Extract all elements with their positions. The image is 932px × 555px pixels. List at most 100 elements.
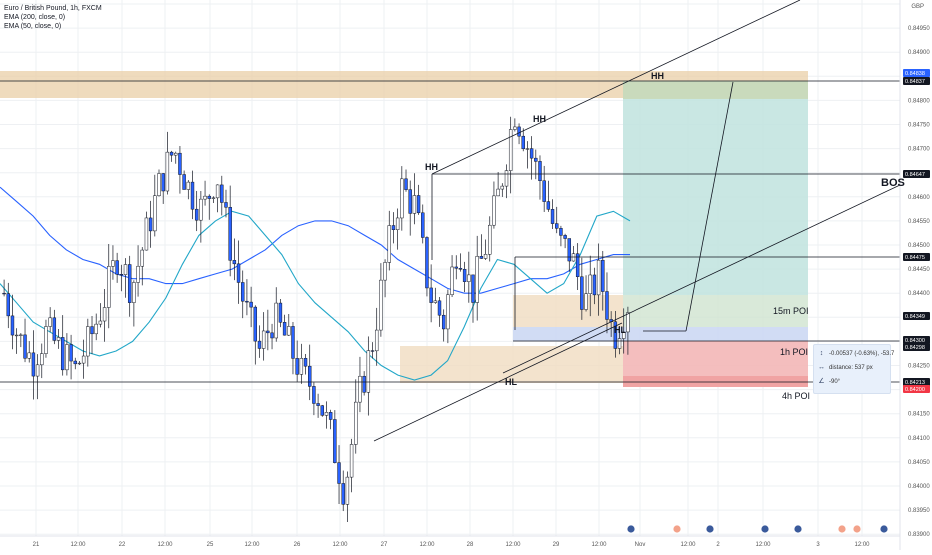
y-tick-label: 0.84400 — [908, 291, 930, 297]
candle-body — [333, 419, 337, 463]
candle-body — [190, 181, 195, 210]
candle-body — [450, 266, 454, 295]
ema50-line — [0, 210, 631, 381]
measure-change-row: ↕ -0.00537 (-0.63%), -53.7 — [818, 350, 895, 357]
candle-body — [529, 148, 534, 159]
x-tick-label: 12:00 — [680, 542, 696, 548]
x-tick-label: 12:00 — [591, 542, 607, 548]
candle-body — [488, 224, 492, 255]
candle-body — [140, 249, 144, 267]
candle-body — [429, 287, 433, 303]
candle-body — [345, 476, 350, 505]
y-tick-label: 0.84450 — [908, 267, 930, 273]
label-poi-15m: 15m POI — [773, 306, 809, 316]
event-icon — [626, 524, 636, 534]
candle-body — [35, 364, 40, 377]
price-tag-bg — [903, 343, 930, 351]
candle-body — [56, 337, 61, 341]
candle-body — [575, 253, 580, 278]
candle-body — [270, 332, 274, 339]
candle-body — [266, 330, 270, 334]
candle-body — [6, 293, 10, 317]
candle-body — [563, 235, 567, 239]
legend-ema50: EMA (50, close, 0) — [4, 23, 62, 30]
price-tag-text: 0.84200 — [905, 387, 925, 393]
candle-body — [295, 358, 299, 375]
x-tick-label: 21 — [33, 542, 40, 548]
price-tag-text: 0.84838 — [905, 71, 925, 77]
candle-body — [215, 184, 220, 199]
candle-body — [358, 375, 362, 403]
legend-symbol: Euro / British Pound, 1h, FXCM — [4, 5, 102, 12]
height-icon: ↕ — [819, 350, 824, 357]
candle-body — [220, 184, 224, 203]
label-hl-right: HL — [614, 325, 626, 335]
price-tag-bg — [903, 336, 930, 344]
candle-body — [199, 198, 203, 221]
candle-body — [27, 352, 31, 359]
candle-body — [207, 195, 211, 199]
price-tag-bg — [903, 312, 930, 320]
candle-body — [249, 301, 253, 308]
price-tag-text: 0.84837 — [905, 79, 925, 85]
x-tick-label: 22 — [119, 542, 126, 548]
y-tick-label: 0.84950 — [908, 26, 930, 32]
candle-body — [437, 300, 442, 316]
candle-body — [98, 320, 103, 325]
currency-label: GBP — [911, 4, 924, 10]
candle-body — [555, 223, 559, 229]
candle-body — [433, 300, 438, 303]
candle-body — [496, 188, 500, 197]
poi-4h-band — [623, 376, 808, 387]
candle-body — [383, 262, 387, 281]
candle-body — [19, 334, 23, 336]
blue-zone — [513, 327, 808, 341]
price-tag-text: 0.84647 — [905, 172, 925, 178]
candle-body — [550, 209, 555, 224]
candle-body — [211, 197, 216, 199]
y-tick-label: 0.84500 — [908, 243, 930, 249]
label-poi-4h: 4h POI — [782, 391, 810, 401]
candle-body — [48, 317, 52, 327]
swing-line — [373, 322, 623, 442]
measure-tooltip: ↕ -0.00537 (-0.63%), -53.7 ↔ distance: 5… — [813, 344, 895, 394]
candle-body — [136, 265, 140, 283]
y-tick-label: 0.83900 — [908, 532, 930, 538]
candle-body — [508, 129, 513, 171]
price-tag-text: 0.84349 — [905, 314, 925, 320]
candle-body — [123, 264, 128, 275]
poi-1h-zone — [400, 346, 623, 383]
candle-body — [408, 189, 412, 214]
candle-body — [525, 148, 530, 150]
ema200-line — [0, 186, 630, 294]
candle-body — [132, 282, 136, 303]
candle-body — [245, 300, 249, 303]
candle-body — [341, 483, 345, 505]
candle-body — [65, 344, 69, 371]
candle-body — [44, 326, 48, 354]
candle-body — [115, 260, 119, 275]
candle-body — [601, 259, 605, 292]
candle-body — [107, 266, 111, 308]
candle-body — [299, 358, 304, 375]
candle-body — [194, 208, 199, 221]
candle-body — [454, 266, 458, 269]
candle-body — [153, 195, 157, 232]
event-icon — [852, 524, 862, 534]
candle-body — [379, 279, 383, 331]
y-tick-label: 0.84250 — [908, 364, 930, 370]
x-tick-label: 12:00 — [244, 542, 260, 548]
label-bos: BOS — [881, 177, 905, 189]
price-tag-bg — [903, 253, 930, 261]
candle-body — [622, 331, 626, 339]
label-hh-top: HH — [651, 71, 664, 81]
candle-body — [157, 173, 161, 196]
candle-body — [165, 151, 170, 192]
candle-body — [613, 321, 618, 349]
candle-body — [282, 322, 287, 336]
candle-body — [538, 161, 542, 181]
candle-body — [446, 294, 450, 330]
candle-body — [224, 202, 228, 208]
